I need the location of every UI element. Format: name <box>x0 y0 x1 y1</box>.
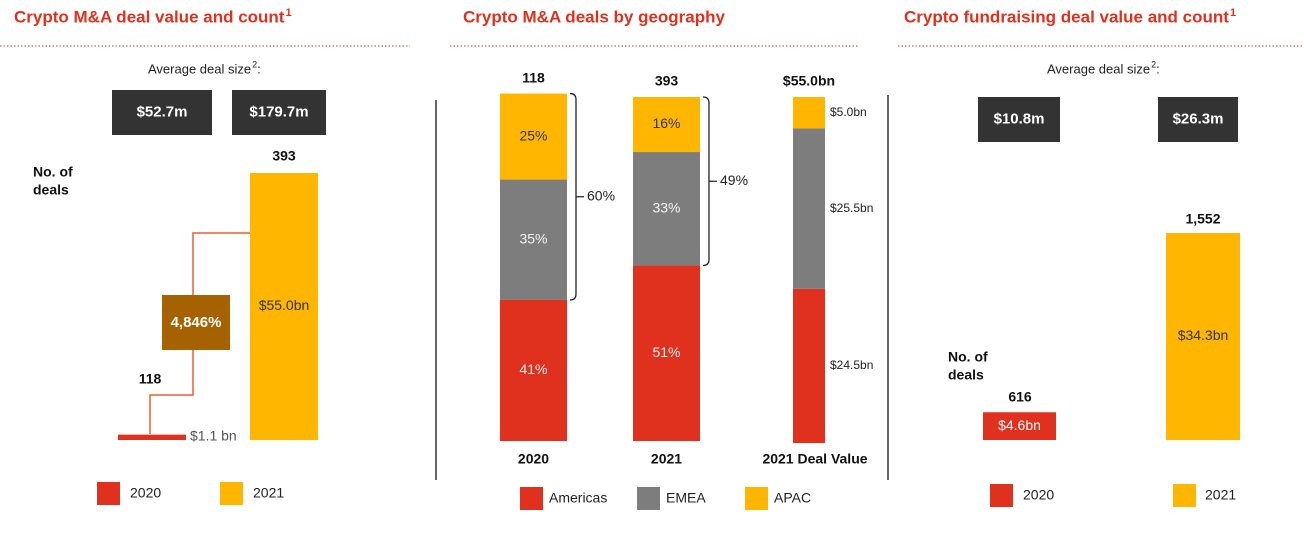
bracket <box>702 96 717 267</box>
segment-label: 41% <box>519 361 547 377</box>
legend-swatch <box>745 487 768 510</box>
deal-count: 393 <box>272 148 296 164</box>
bracket-label: 60% <box>587 187 615 203</box>
bracket-label: 49% <box>720 172 748 188</box>
bar-segment <box>633 97 700 153</box>
bar <box>118 434 186 440</box>
bar <box>1166 233 1240 440</box>
legend-swatch <box>97 482 120 505</box>
count-axis-label: No. of <box>948 349 988 365</box>
avg-box <box>978 97 1060 142</box>
bar <box>250 173 318 440</box>
superscript: 1 <box>1230 7 1236 19</box>
bracket <box>569 92 584 301</box>
legend-swatch <box>637 487 660 510</box>
avg-suffix: : <box>1156 61 1160 76</box>
x-label: 2021 Deal Value <box>762 451 867 467</box>
legend-swatch <box>220 482 243 505</box>
bar-segment <box>500 179 567 300</box>
avg-label: Average deal size <box>1047 61 1150 76</box>
segment-label: 35% <box>519 230 547 246</box>
legend-label: 2021 <box>1205 487 1236 503</box>
chart-title: Crypto M&A deals by geography <box>463 7 726 26</box>
count-axis-label: No. of <box>33 164 73 180</box>
segment-label: $24.5bn <box>830 358 873 372</box>
legend-swatch <box>520 487 543 510</box>
superscript: 2 <box>252 59 257 69</box>
legend-label: APAC <box>774 490 811 506</box>
avg-suffix: : <box>257 61 261 76</box>
bar-segment <box>500 299 567 441</box>
segment-label: 51% <box>652 344 680 360</box>
bar-segment <box>793 128 825 289</box>
segment-label: $5.0bn <box>830 105 867 119</box>
legend-swatch <box>990 484 1013 507</box>
connector <box>149 232 250 434</box>
legend-label: 2020 <box>1023 487 1054 503</box>
bar-segment <box>500 93 567 180</box>
legend-label: 2021 <box>253 485 284 501</box>
deal-count: 616 <box>1008 389 1032 405</box>
value-label: $55.0bn <box>259 297 310 313</box>
legend-label: 2020 <box>130 485 161 501</box>
x-label: 2020 <box>518 451 549 467</box>
superscript: 2 <box>1151 59 1156 69</box>
count-axis-label: deals <box>948 367 984 383</box>
avg-box <box>112 90 212 135</box>
avg-value: $179.7m <box>249 103 308 120</box>
value-label: $34.3bn <box>1178 327 1229 343</box>
segment-label: $25.5bn <box>830 201 873 215</box>
avg-label: Average deal size <box>148 61 251 76</box>
chart-title: Crypto M&A deal value and count <box>14 7 285 26</box>
growth-box <box>162 295 230 350</box>
bar-segment <box>793 288 825 443</box>
legend-label: Americas <box>549 490 607 506</box>
deal-count: 118 <box>139 371 162 387</box>
chart-title: Crypto fundraising deal value and count <box>904 7 1229 26</box>
value-label: $1.1 bn <box>190 427 237 443</box>
growth-label: 4,846% <box>171 314 222 331</box>
avg-value: $52.7m <box>137 103 188 120</box>
avg-box <box>1158 97 1238 142</box>
segment-label: 16% <box>652 115 680 131</box>
avg-value: $10.8m <box>994 110 1045 127</box>
total-label: 393 <box>655 73 679 89</box>
bar <box>983 412 1056 440</box>
value-label: $4.6bn <box>998 417 1041 433</box>
avg-box <box>232 90 326 135</box>
bar-segment <box>793 97 825 129</box>
bar-segment <box>633 152 700 266</box>
x-label: 2021 <box>651 451 682 467</box>
total-label: 118 <box>522 69 545 85</box>
legend-swatch <box>1173 484 1196 507</box>
legend-label: EMEA <box>666 490 706 506</box>
deal-count: 1,552 <box>1185 211 1220 227</box>
superscript: 1 <box>285 7 291 19</box>
total-label: $55.0bn <box>783 73 835 89</box>
avg-value: $26.3m <box>1173 110 1224 127</box>
bar-segment <box>633 265 700 441</box>
segment-label: 25% <box>519 127 547 143</box>
segment-label: 33% <box>652 200 680 216</box>
count-axis-label: deals <box>33 182 69 198</box>
